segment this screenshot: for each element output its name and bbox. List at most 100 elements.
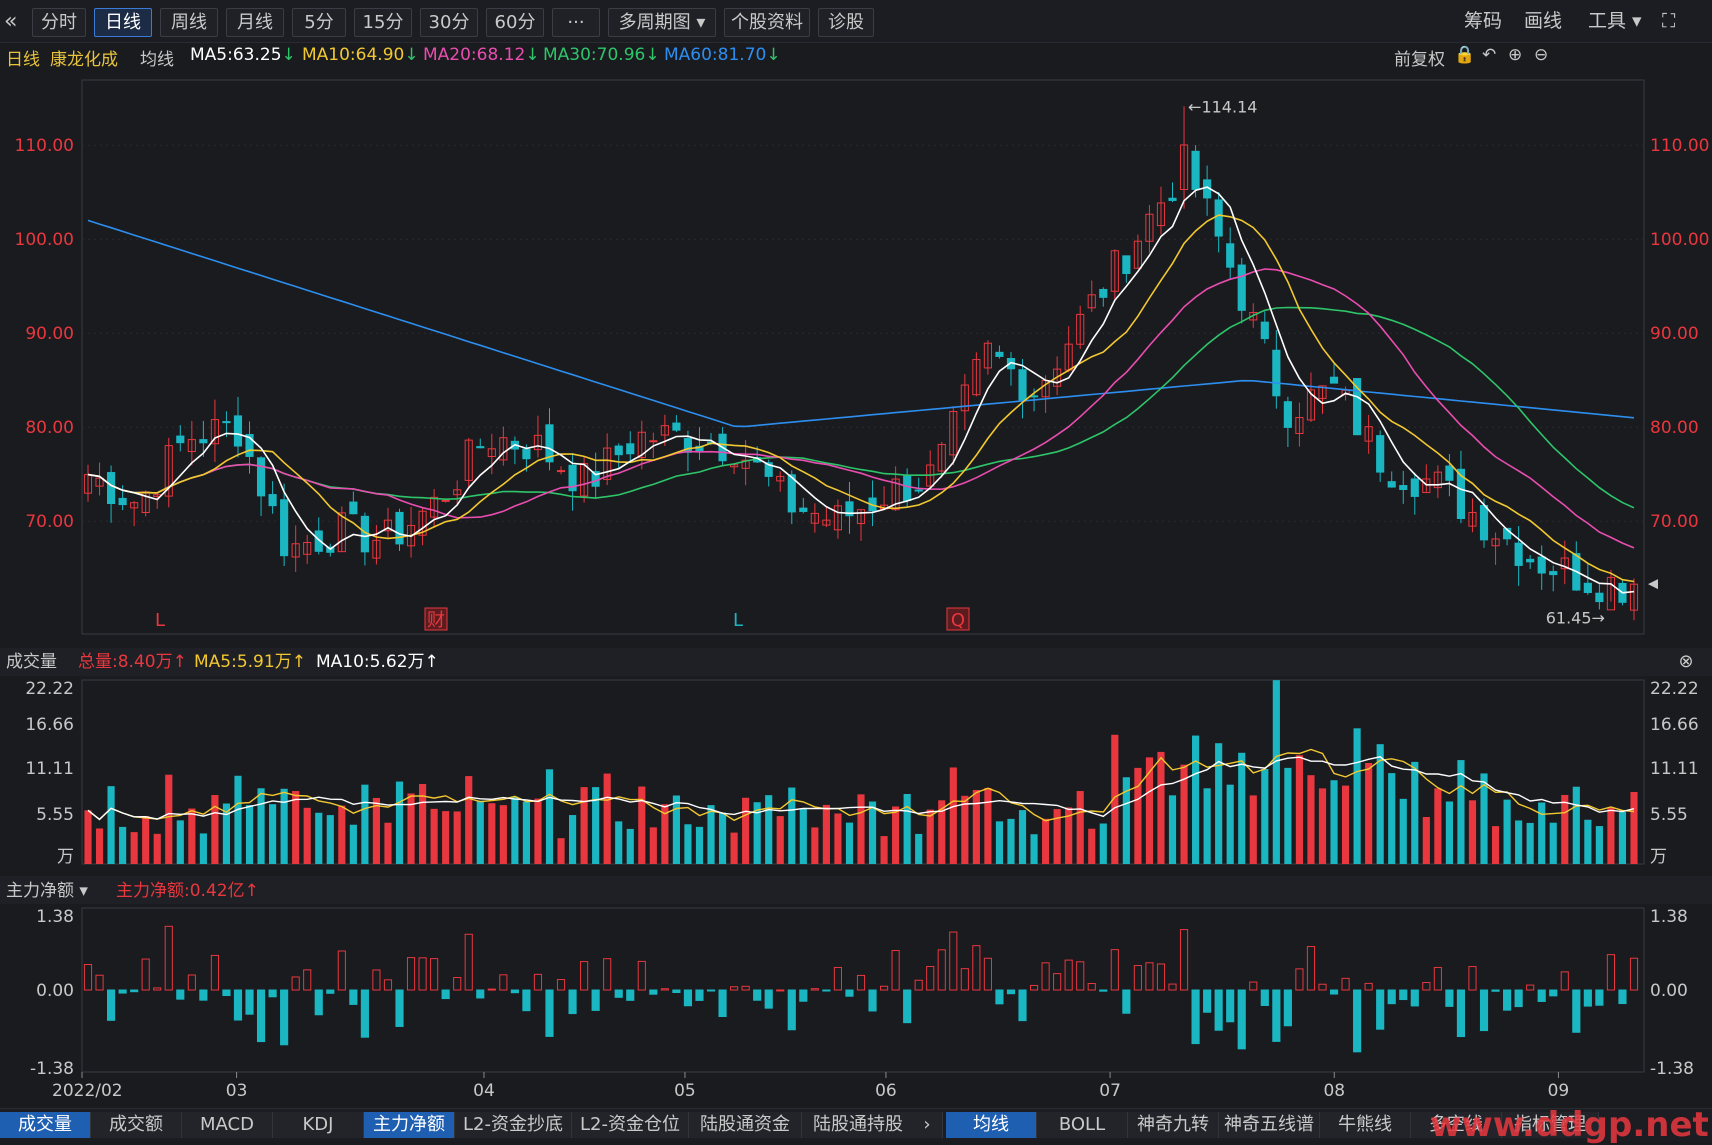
volume-header-bg	[0, 648, 1712, 676]
volume-bar	[1192, 735, 1200, 864]
flow-bar	[614, 989, 623, 998]
candle-body	[533, 434, 543, 451]
volume-bar	[465, 776, 473, 864]
flow-title[interactable]: 主力净额 ▾	[6, 881, 88, 901]
volume-bar	[742, 797, 750, 864]
volume-bar	[407, 793, 415, 864]
flow-bar	[683, 989, 693, 1007]
flow-bar	[210, 954, 219, 991]
overlay-tab-0[interactable]: 均线	[946, 1112, 1037, 1138]
stock-chart[interactable]: 70.00 70.00 80.00 80.00 90.00 90.00 100.00 100.…	[0, 0, 1712, 1108]
candle-body	[1156, 202, 1166, 227]
volume-bar	[545, 769, 554, 864]
volume-bar	[326, 815, 334, 864]
indicator-tab-3[interactable]: KDJ	[273, 1112, 364, 1138]
flow-bar	[95, 974, 104, 991]
volume-bar	[915, 833, 923, 864]
indicator-tab-8[interactable]: 陆股通持股	[802, 1112, 915, 1138]
candle-body	[499, 437, 508, 461]
indicator-tab-1[interactable]: 成交额	[91, 1112, 182, 1138]
indicator-tab-4[interactable]: 主力净额	[364, 1112, 455, 1138]
volume-bar	[1365, 762, 1373, 864]
candle-body	[1399, 485, 1408, 491]
indicator-tab-0[interactable]: 成交量	[0, 1112, 91, 1138]
flow-bar	[1087, 983, 1096, 991]
event-marker: 财	[427, 610, 445, 631]
overlay-tab-4[interactable]: 牛熊线	[1320, 1112, 1411, 1138]
overlay-tab-6[interactable]: 指标管理	[1502, 1112, 1599, 1138]
flow-bar	[1110, 949, 1119, 991]
candle-body	[764, 462, 773, 477]
candle-body	[856, 509, 866, 525]
flow-bar	[1433, 966, 1442, 991]
flow-bar	[1295, 968, 1304, 991]
adjust-select[interactable]: 前复权	[1394, 50, 1445, 70]
period-button-1[interactable]: 日线	[94, 8, 152, 37]
candle-body	[649, 440, 658, 443]
flow-bar	[1364, 982, 1373, 991]
indicator-tab-5[interactable]: L2-资金抄底	[455, 1112, 572, 1138]
volume-bar	[1249, 795, 1257, 864]
overlay-tab-5[interactable]: 多空线	[1411, 1112, 1502, 1138]
price-axis-label-left: 110.00	[15, 136, 74, 156]
overlay-tab-3[interactable]: 神奇五线谱	[1219, 1112, 1320, 1138]
indicator-tab-7[interactable]: 陆股通资金	[689, 1112, 802, 1138]
volume-bar	[395, 781, 404, 864]
period-button-3[interactable]: 月线	[226, 8, 284, 37]
candle-body	[1629, 583, 1639, 611]
indicator-tab-6[interactable]: L2-资金仓位	[572, 1112, 689, 1138]
volume-bar	[695, 826, 704, 864]
candle-body	[395, 511, 404, 545]
volume-bar	[1122, 777, 1130, 864]
candle-body	[476, 446, 485, 449]
volume-axis-label-left: 万	[57, 847, 74, 867]
volume-bar	[107, 786, 115, 864]
stock-name[interactable]: 康龙化成	[50, 50, 118, 70]
overlay-tab-2[interactable]: 神奇九转	[1128, 1112, 1219, 1138]
period-button-11[interactable]: 诊股	[818, 8, 874, 37]
flow-bar	[741, 985, 750, 991]
flow-bar	[1479, 989, 1489, 1032]
undo-icon[interactable]: ↶	[1482, 45, 1497, 65]
back-icon[interactable]: «	[4, 9, 18, 34]
volume-bar	[384, 822, 392, 864]
candle-body	[683, 438, 693, 453]
zoom-in-icon[interactable]: ⊕	[1508, 45, 1523, 65]
flow-bar	[406, 957, 416, 991]
volume-ma10: MA10:5.62万↑	[316, 652, 439, 672]
period-button-5[interactable]: 15分	[354, 8, 412, 37]
period-button-8[interactable]: ···	[552, 8, 600, 37]
toolbar-right-2[interactable]: 工具 ▾	[1588, 10, 1642, 32]
flow-bar	[672, 989, 681, 994]
indicator-tab-2[interactable]: MACD	[182, 1112, 273, 1138]
flow-bar	[764, 989, 773, 1009]
toolbar-right-1[interactable]: 画线	[1524, 10, 1563, 32]
flow-bar	[1122, 989, 1131, 1014]
flow-bar	[533, 973, 543, 991]
period-button-6[interactable]: 30分	[420, 8, 478, 37]
volume-axis-label-right: 16.66	[1650, 715, 1699, 735]
flow-bar	[914, 979, 923, 991]
volume-bar	[153, 833, 161, 864]
fullscreen-icon[interactable]: ⛶	[1662, 10, 1676, 32]
lock-icon[interactable]: 🔒	[1454, 45, 1476, 65]
flow-bar	[222, 989, 231, 997]
volume-bar	[684, 824, 692, 864]
candle-body	[914, 489, 923, 492]
period-button-9[interactable]: 多周期图 ▾	[608, 8, 716, 37]
zoom-out-icon[interactable]: ⊖	[1534, 45, 1549, 65]
ma-label[interactable]: 均线	[140, 50, 174, 70]
price-axis-label-left: 80.00	[25, 418, 74, 438]
volume-bar	[1515, 820, 1523, 864]
period-button-7[interactable]: 60分	[486, 8, 544, 37]
candle-body	[441, 499, 450, 502]
period-button-4[interactable]: 5分	[292, 8, 346, 37]
period-button-0[interactable]: 分时	[32, 8, 86, 37]
overlay-tab-1[interactable]: BOLL	[1037, 1112, 1128, 1138]
tabs-scroll-arrow-icon[interactable]: ›	[912, 1112, 943, 1138]
period-button-2[interactable]: 周线	[160, 8, 218, 37]
period-button-10[interactable]: 个股资料	[724, 8, 810, 37]
close-volume-icon[interactable]: ⊗	[1678, 651, 1693, 672]
toolbar-right-0[interactable]: 筹码	[1464, 10, 1503, 32]
flow-bar	[926, 965, 935, 991]
